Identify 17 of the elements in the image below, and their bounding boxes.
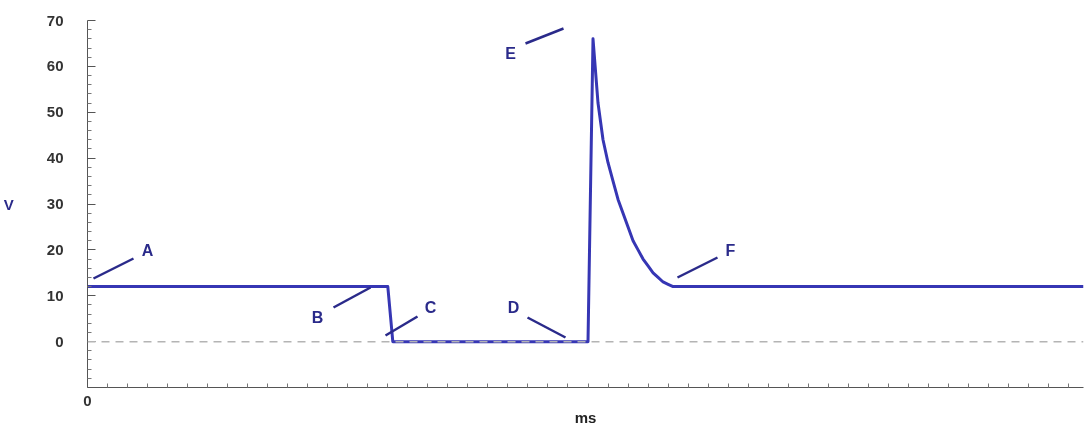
y-tick-label: 10 <box>46 286 64 304</box>
y-tick-label: 50 <box>46 103 64 121</box>
annotation: D <box>507 299 520 316</box>
annotation: C <box>424 299 437 316</box>
annotation: E <box>505 45 517 62</box>
y-axis-title: V <box>3 195 14 213</box>
y-tick-label: 60 <box>46 57 64 75</box>
y-tick-label: 40 <box>46 149 64 167</box>
line-series <box>87 37 1084 344</box>
annotation: B <box>311 309 324 326</box>
y-tick-label: 20 <box>46 240 64 258</box>
y-tick-label: 30 <box>46 195 64 212</box>
x-axis-title: ms <box>574 408 597 426</box>
annotation: A <box>141 242 154 259</box>
y-tick-label: 0 <box>55 332 64 350</box>
y-tick-label: 70 <box>46 11 64 29</box>
annotation: F <box>725 242 736 259</box>
